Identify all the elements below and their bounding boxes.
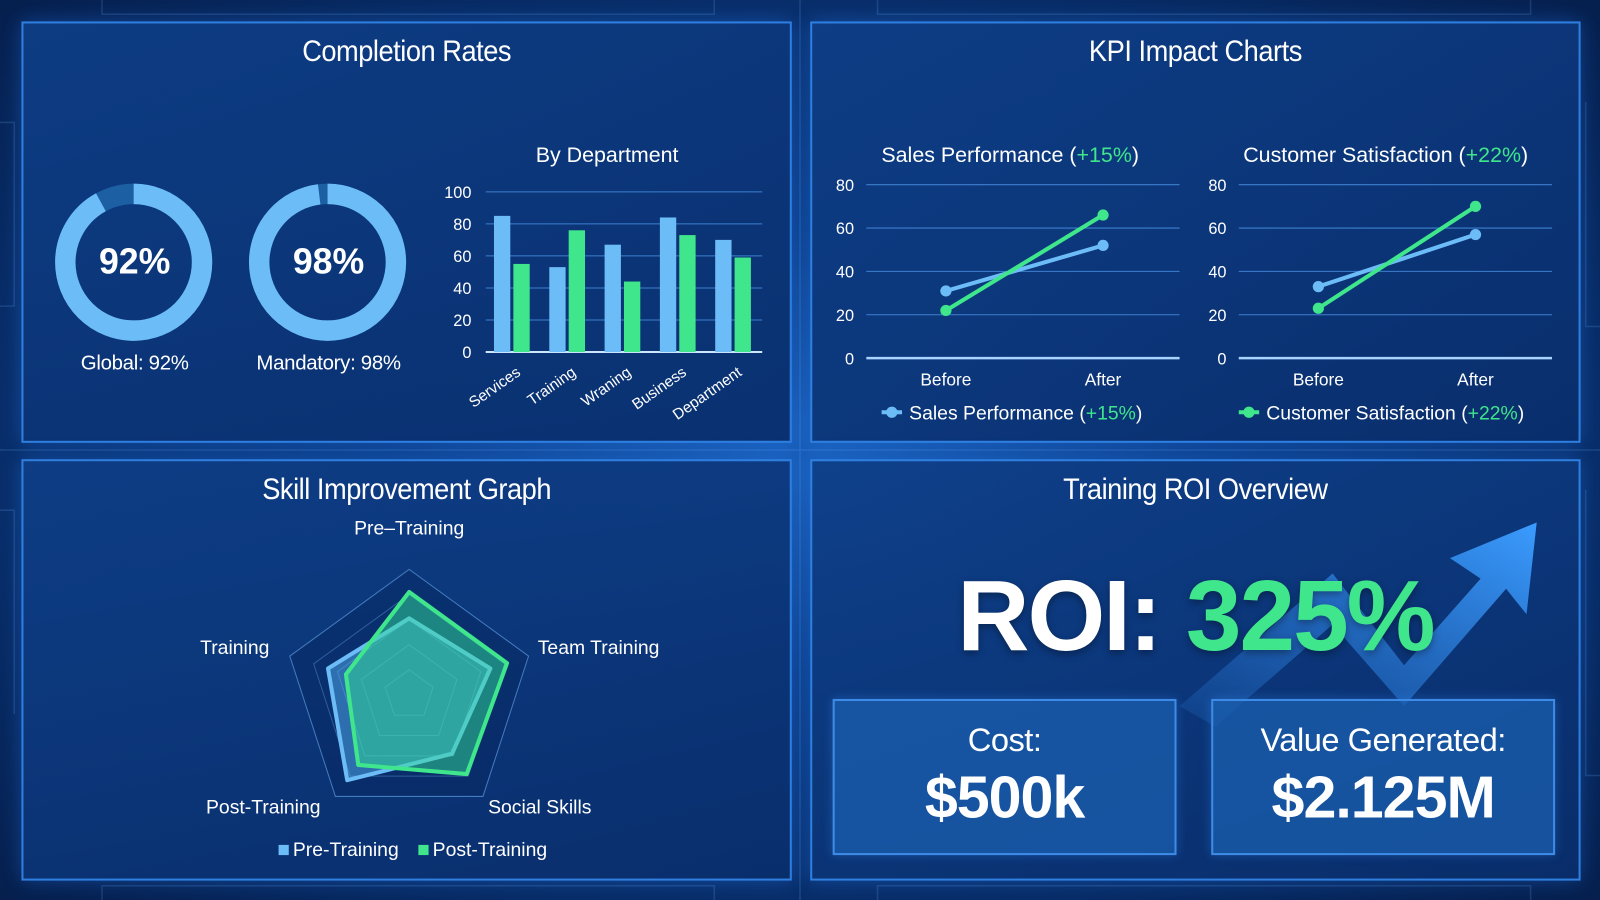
legend-entry[interactable]: Sales Performance (+15%) xyxy=(909,402,1142,424)
legend-label: Pre-Training xyxy=(293,839,399,861)
panel-title: KPI Impact Charts xyxy=(1088,35,1302,69)
donut-fill xyxy=(55,183,213,341)
x-tick-label: After xyxy=(1085,370,1122,390)
data-point xyxy=(1312,280,1324,293)
legend-marker-icon xyxy=(1243,406,1255,418)
panel-title: Skill Improvement Graph xyxy=(262,473,552,507)
y-tick-label: 20 xyxy=(1208,307,1226,325)
x-tick-label: Training xyxy=(525,364,580,409)
x-tick-label: Wraning xyxy=(578,364,634,410)
mandatory-rate-caption: Mandatory: 98% xyxy=(256,352,401,375)
x-tick-label: Before xyxy=(1293,370,1344,390)
y-tick-label: 40 xyxy=(836,264,854,282)
line-chart-title: Sales Performance (+15%) xyxy=(881,143,1139,167)
mandatory-rate-value: 98% xyxy=(292,241,365,282)
cost-card: Cost: $500k xyxy=(832,698,1177,856)
value-generated-card: Value Generated: $2.125M xyxy=(1211,698,1556,856)
bar-chart-title: By Department xyxy=(536,143,679,167)
kpi-impact-panel: KPI Impact Charts Sales Performance (+15… xyxy=(810,21,1581,443)
series-line xyxy=(944,213,1105,313)
y-tick-label: 0 xyxy=(462,344,471,362)
radar-axis-label: Team Training xyxy=(538,637,660,659)
data-point xyxy=(1097,239,1109,252)
value-generated-value: $2.125M xyxy=(1271,764,1496,831)
y-tick-label: 0 xyxy=(1217,350,1226,368)
y-tick-label: 60 xyxy=(453,248,471,266)
y-tick-label: 80 xyxy=(1208,177,1226,195)
y-tick-label: 0 xyxy=(845,350,854,368)
donut-charts xyxy=(55,183,407,341)
x-tick-label: Before xyxy=(920,370,971,390)
data-point xyxy=(1469,200,1482,212)
panel-title: Completion Rates xyxy=(302,35,512,69)
legend-swatch xyxy=(278,844,289,856)
trend-up-arrow-icon xyxy=(1179,522,1537,727)
radar-axis-label: Social Skills xyxy=(488,796,591,818)
value-generated-label: Value Generated: xyxy=(1260,721,1506,759)
panel-title: Training ROI Overview xyxy=(1063,473,1328,507)
y-tick-label: 40 xyxy=(1208,264,1226,282)
department-bar-chart: By Department 0 20 40 60 80 100 Services Traini… xyxy=(444,143,763,424)
x-tick-label: After xyxy=(1457,370,1494,390)
cost-value: $500k xyxy=(924,764,1086,831)
roi-headline: ROI: 325% xyxy=(812,558,1578,673)
data-point xyxy=(1469,228,1482,241)
bar xyxy=(623,281,641,353)
roi-label: ROI: xyxy=(957,559,1186,672)
y-tick-label: 60 xyxy=(836,220,854,238)
radar-series-post-training xyxy=(343,589,510,777)
radar-axis-label: Post-Training xyxy=(206,796,321,818)
bar xyxy=(493,215,511,353)
bar xyxy=(604,244,621,353)
legend-label: Post-Training xyxy=(433,839,547,861)
y-tick-label: 20 xyxy=(836,307,854,325)
data-point xyxy=(940,285,952,297)
data-point xyxy=(1312,302,1324,314)
y-tick-label: 100 xyxy=(444,184,471,202)
y-tick-label: 40 xyxy=(453,280,471,298)
legend-entry[interactable]: Customer Satisfaction (+22%) xyxy=(1266,402,1524,424)
completion-rates-panel: Completion Rates 92% 98% Global: 92% Man… xyxy=(21,21,792,443)
legend-marker-icon xyxy=(886,406,898,418)
radar-axis-label: Training xyxy=(200,637,269,659)
bar xyxy=(659,217,677,353)
y-tick-label: 60 xyxy=(1208,220,1226,238)
y-tick-label: 80 xyxy=(453,216,471,234)
bar xyxy=(513,263,530,353)
line-chart-title: Customer Satisfaction (+22%) xyxy=(1243,143,1528,167)
x-tick-label: Services xyxy=(466,364,524,412)
data-point xyxy=(1097,209,1109,221)
series-line xyxy=(1317,204,1477,311)
skill-improvement-panel: Skill Improvement Graph Pre–Training Team… xyxy=(21,459,792,881)
y-tick-label: 80 xyxy=(836,177,854,195)
training-roi-panel: Training ROI Overview ROI: 325% Cost: $5… xyxy=(810,459,1581,881)
skill-radar-chart: Pre–Training Team Training Social Skills Po… xyxy=(200,518,660,861)
sales-performance-line-chart: Sales Performance (+15%) Sales Performan… xyxy=(836,143,1180,424)
roi-value: 325% xyxy=(1185,559,1436,672)
global-rate-value: 92% xyxy=(98,241,171,282)
bar xyxy=(679,235,696,353)
bar xyxy=(734,257,751,353)
legend-swatch xyxy=(418,844,429,856)
bar xyxy=(715,239,732,353)
bar xyxy=(549,267,566,353)
series-line xyxy=(1317,232,1477,289)
radar-axis-label: Pre–Training xyxy=(354,518,464,540)
bar xyxy=(568,230,585,353)
cost-label: Cost: xyxy=(967,721,1042,759)
global-rate-caption: Global: 92% xyxy=(80,352,189,375)
y-tick-label: 20 xyxy=(453,312,471,330)
customer-satisfaction-line-chart: Customer Satisfaction (+22%) Customer Sa… xyxy=(1208,143,1553,424)
series-line xyxy=(945,243,1104,293)
data-point xyxy=(940,304,952,317)
